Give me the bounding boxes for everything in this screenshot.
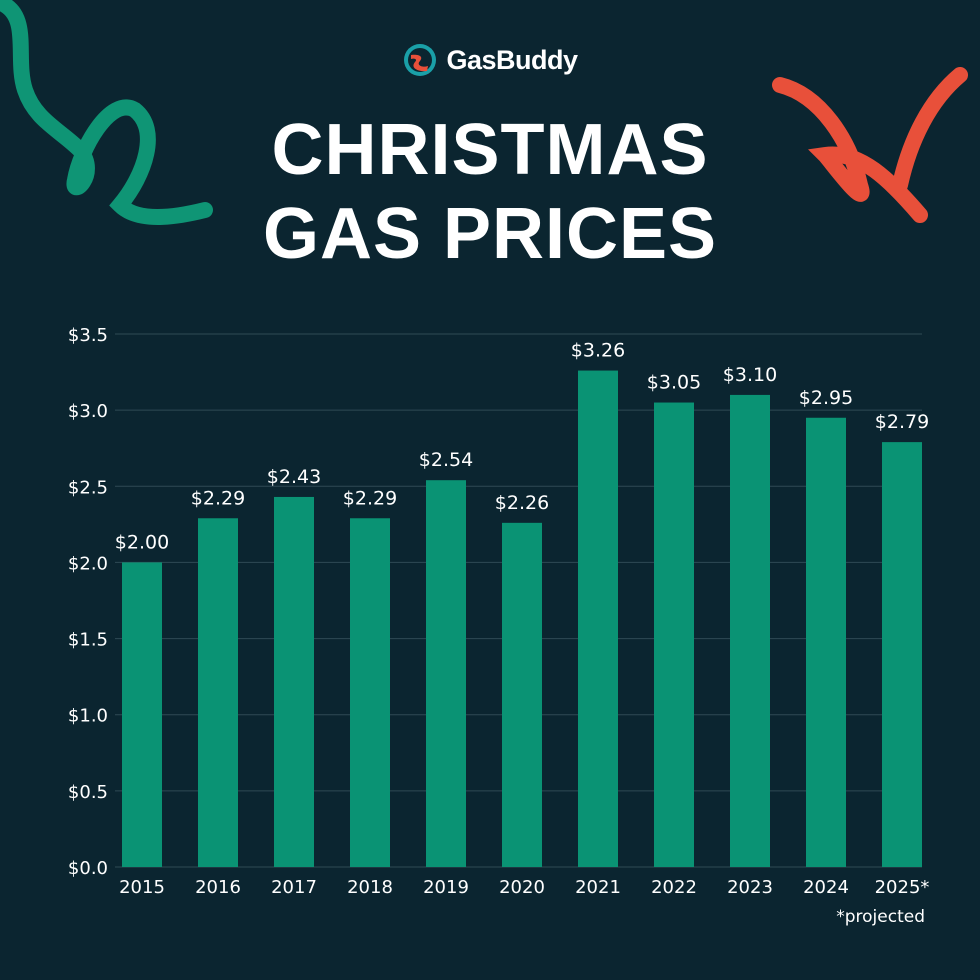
gasbuddy-logo: GasBuddy — [0, 42, 980, 78]
green-ribbon-decoration — [0, 0, 213, 225]
bar — [122, 562, 162, 867]
data-label: $2.26 — [495, 492, 549, 514]
gasbuddy-logo-icon — [404, 44, 437, 76]
x-tick-label: 2021 — [575, 877, 621, 898]
title-line-1: CHRISTMAS — [271, 110, 709, 190]
data-label: $2.79 — [875, 411, 929, 433]
page-title: CHRISTMAS GAS PRICES — [0, 108, 980, 276]
bar — [806, 417, 846, 867]
y-tick-label: $3.0 — [68, 401, 108, 422]
bar — [502, 522, 542, 867]
data-label: $3.26 — [571, 340, 625, 362]
data-label: $2.43 — [267, 466, 321, 488]
data-label: $2.00 — [115, 531, 169, 553]
bar — [578, 370, 618, 867]
y-tick-label: $2.0 — [68, 553, 108, 574]
bar — [426, 480, 466, 867]
bar — [274, 496, 314, 867]
data-label: $2.29 — [191, 487, 245, 509]
x-tick-label: 2018 — [347, 877, 393, 898]
y-tick-label: $0.0 — [68, 858, 108, 879]
x-tick-label: 2020 — [499, 877, 545, 898]
x-tick-label: 2024 — [803, 877, 849, 898]
bar — [654, 402, 694, 867]
y-tick-label: $3.5 — [68, 325, 108, 346]
bar — [198, 518, 238, 867]
bar — [350, 518, 390, 867]
y-tick-label: $2.5 — [68, 477, 108, 498]
data-label: $3.05 — [647, 372, 701, 394]
title-line-2: GAS PRICES — [262, 194, 718, 274]
logo-text: GasBuddy — [446, 44, 578, 75]
bar — [882, 442, 922, 867]
x-tick-label: 2019 — [423, 877, 469, 898]
y-tick-label: $0.5 — [68, 782, 108, 803]
x-tick-label: 2025* — [875, 877, 930, 898]
data-label: $3.10 — [723, 364, 777, 386]
y-tick-label: $1.5 — [68, 630, 108, 651]
x-tick-label: 2023 — [727, 877, 773, 898]
x-tick-label: 2022 — [651, 877, 697, 898]
bar — [730, 394, 770, 867]
y-tick-label: $1.0 — [68, 706, 108, 727]
data-label: $2.95 — [799, 387, 853, 409]
footnote: *projected — [836, 907, 925, 927]
data-label: $2.29 — [343, 487, 397, 509]
red-ribbon-decoration — [772, 67, 968, 223]
x-tick-label: 2016 — [195, 877, 241, 898]
x-tick-label: 2017 — [271, 877, 317, 898]
x-tick-label: 2015 — [119, 877, 165, 898]
data-label: $2.54 — [419, 449, 473, 471]
